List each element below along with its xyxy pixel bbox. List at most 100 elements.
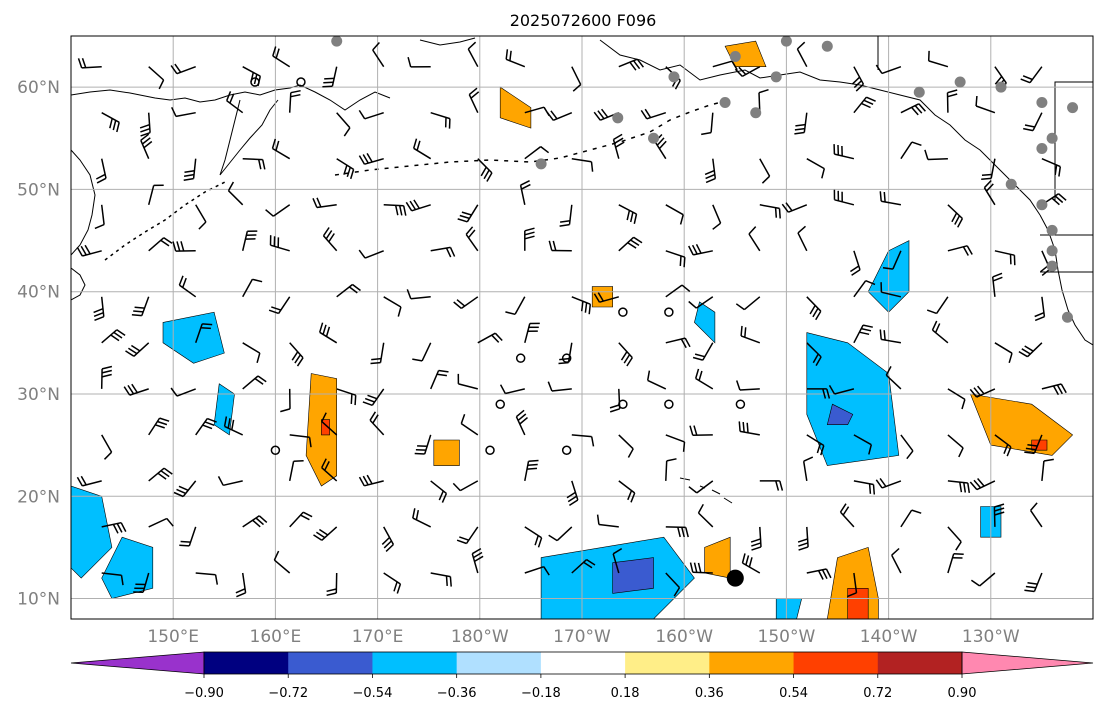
wind-barb [880,282,902,298]
wind-barb [76,244,102,257]
wind-barb [95,158,107,184]
negative-anomaly-region-5 [612,557,654,594]
negative-anomaly-region-7 [826,403,854,426]
wind-barb [759,158,771,184]
colorbar-bin [456,652,542,674]
wind-barb [195,417,217,436]
wind-barb [927,50,949,68]
wind-barb [430,572,452,587]
wind-barb [170,387,196,397]
wind-barb [499,384,525,395]
location-marker [726,569,744,587]
wind-barb [806,434,825,456]
calm-circle [664,307,674,317]
calm-circle [485,445,495,455]
wind-barb [524,526,543,548]
wind-barb [571,434,595,447]
wind-barb [947,553,964,574]
station-dot [1061,311,1073,323]
station-layer [250,36,1079,587]
station-dot [995,81,1007,93]
positive-anomaly-region-7 [1031,439,1048,451]
wind-barb [946,89,958,113]
wind-barb [947,526,962,551]
wind-barb [1029,502,1043,528]
wind-barb [456,526,479,545]
colorbar-bin [288,652,373,674]
wind-barb [242,515,268,528]
lon-tick-label: 140°W [860,627,918,647]
colorbar-tick-label: −0.18 [521,686,561,701]
wind-barb [571,296,592,315]
wind-barb [931,320,949,344]
wind-barb [947,204,964,228]
lat-tick-label: 30°N [17,385,60,405]
wind-barb [430,480,448,503]
wind-barb [519,180,531,205]
wind-barb [596,514,619,528]
wind-barb [689,425,713,437]
wind-barb [849,250,861,276]
wind-barb [665,458,677,481]
wind-barb [381,526,395,552]
wind-barb [833,189,855,206]
lon-tick-label: 130°W [962,627,1020,647]
negative-anomaly-region-2 [71,485,113,579]
wind-barb [430,111,451,129]
wind-barb [227,181,244,206]
wind-barb [269,235,290,252]
wind-barb [101,329,126,344]
station-dot [1046,245,1058,257]
station-dot [1005,178,1017,190]
wind-barb [172,241,196,252]
wind-barb [148,467,173,482]
station-dot [954,76,966,88]
station-dot [1046,224,1058,236]
wind-barb [900,434,914,460]
wind-barb [194,323,213,344]
wind-barb [453,296,479,310]
hawaii-islands [679,477,733,504]
wind-barb [885,366,902,390]
wind-barb [372,42,385,68]
wind-barb [406,289,431,300]
wind-barb-layer [76,41,1067,598]
okhotsk-coast [71,149,96,256]
wind-barb [362,388,385,407]
wind-barb [546,110,573,121]
wind-barb [414,434,432,455]
calm-circle [664,399,674,409]
wind-barb [806,388,831,399]
wind-barb [875,477,902,489]
wind-barb [688,243,713,256]
wind-barb [326,572,338,597]
kamchatka-peninsula [219,99,279,176]
calm-circle [270,445,281,455]
colorbar-bin [877,652,963,674]
wind-barb [750,526,762,551]
wind-barb [612,133,625,159]
lon-tick-label: 160°E [250,627,302,647]
positive-anomaly-region-4 [591,286,614,308]
wind-barb [947,480,971,494]
wind-barb [336,283,361,298]
wind-barb [125,342,150,357]
wind-barb [312,197,337,209]
wind-barb [265,204,291,217]
wind-barb [369,411,385,436]
wind-barb [226,91,244,114]
station-dot [719,96,731,108]
wind-barb [370,342,385,365]
lat-tick-label: 20°N [17,487,60,507]
wind-barb [701,112,714,136]
wind-barb [272,46,291,68]
wind-barb [882,250,902,270]
wind-barb [688,296,714,309]
wind-barb [195,572,219,585]
map-area [70,35,1094,620]
wind-barb [183,158,197,181]
coastline-layer [71,36,1093,504]
wind-barb [900,509,922,528]
wind-barb [1041,458,1054,481]
wind-barb [618,204,638,224]
